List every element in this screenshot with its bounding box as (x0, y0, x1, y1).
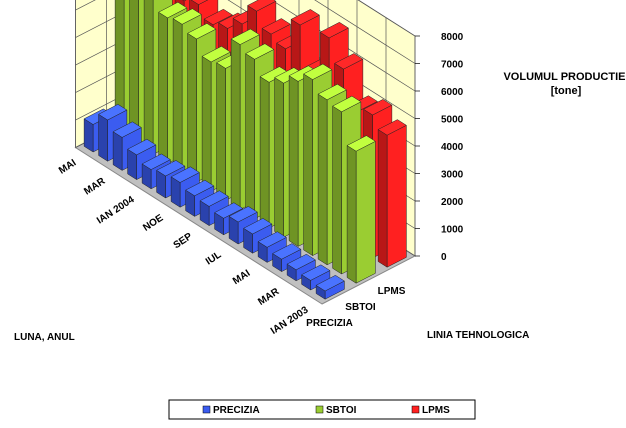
y-axis-title: LINIA TEHNOLOGICA (427, 330, 529, 341)
x-tick-label: NOE (141, 213, 165, 234)
x-tick-label: IUL (204, 249, 224, 267)
z-axis-ticks: 0 1000 2000 3000 4000 5000 6000 7000 8000 (415, 32, 464, 263)
z-tick-label: 0 (441, 252, 447, 263)
legend-swatch-sbtoi (315, 405, 324, 414)
z-axis-title-line2: [tone] (551, 85, 582, 97)
x-tick-label: MAR (256, 286, 282, 308)
legend-swatch-precizia (202, 405, 211, 414)
z-axis-title-line1: VOLUMUL PRODUCTIEI (503, 71, 626, 83)
legend-label-lpms: LPMS (422, 405, 450, 416)
bar-precizia-0 (315, 275, 345, 300)
chart-bars (83, 0, 407, 300)
z-tick-label: 8000 (441, 32, 464, 43)
x-axis-title: LUNA, ANUL (14, 332, 75, 343)
x-tick-label: IAN 2004 (95, 194, 137, 226)
z-tick-label: 7000 (441, 60, 464, 71)
legend: PRECIZIA SBTOI LPMS (168, 399, 476, 420)
legend-swatch-lpms (411, 405, 420, 414)
x-tick-label: SEP (172, 231, 195, 251)
z-tick-label: 3000 (441, 170, 464, 181)
legend-label-precizia: PRECIZIA (213, 405, 260, 416)
legend-label-sbtoi: SBTOI (326, 405, 357, 416)
z-tick-label: 4000 (441, 142, 464, 153)
bar-precizia-1 (301, 264, 331, 291)
bar-precizia-3 (272, 243, 302, 273)
y-tick-label: PRECIZIA (306, 318, 353, 329)
bar-sbtoi-0 (346, 135, 376, 284)
bar-lpms-0 (377, 119, 407, 268)
bar-precizia-8 (199, 190, 229, 227)
x-tick-label: MAI (57, 157, 79, 176)
z-tick-label: 2000 (441, 197, 464, 208)
z-tick-label: 6000 (441, 87, 464, 98)
bar-precizia-5 (243, 218, 273, 254)
x-tick-label: MAR (82, 175, 108, 197)
y-tick-label: LPMS (378, 286, 406, 297)
gridline-z (314, 0, 416, 64)
x-tick-label: MAI (231, 268, 253, 287)
z-tick-label: 5000 (441, 115, 464, 126)
bar-precizia-2 (286, 253, 316, 282)
x-tick-label: IAN 2003 (269, 304, 311, 336)
z-tick-label: 1000 (441, 225, 464, 236)
y-tick-label: SBTOI (345, 302, 376, 313)
bar-precizia-4 (257, 231, 287, 263)
